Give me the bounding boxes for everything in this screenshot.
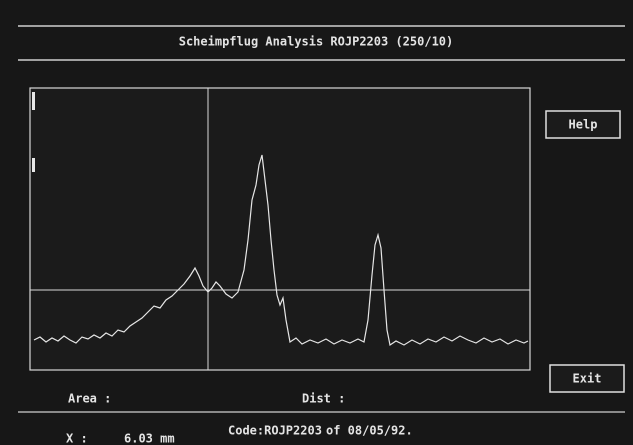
date-text: of 08/05/92.	[326, 424, 413, 438]
page: Scheimpflug Analysis ROJP2203 (250/10) H…	[0, 0, 633, 445]
x-label: X :	[66, 432, 88, 445]
code-text: Code:ROJP2203	[228, 424, 322, 438]
window-title: Scheimpflug Analysis ROJP2203 (250/10)	[179, 35, 454, 49]
area-label: Area :	[68, 392, 111, 406]
dist-label: Dist :	[302, 392, 345, 406]
exit-button[interactable]: Exit	[550, 365, 624, 392]
plot-frame	[30, 88, 530, 370]
x-value: 6.03 mm	[124, 432, 175, 445]
scale-marker	[32, 158, 35, 172]
scale-marker	[32, 92, 35, 110]
screen: Scheimpflug Analysis ROJP2203 (250/10) H…	[0, 0, 633, 445]
help-button-label[interactable]: Help	[569, 118, 598, 132]
exit-button-label[interactable]: Exit	[573, 372, 602, 386]
help-button[interactable]: Help	[546, 111, 620, 138]
